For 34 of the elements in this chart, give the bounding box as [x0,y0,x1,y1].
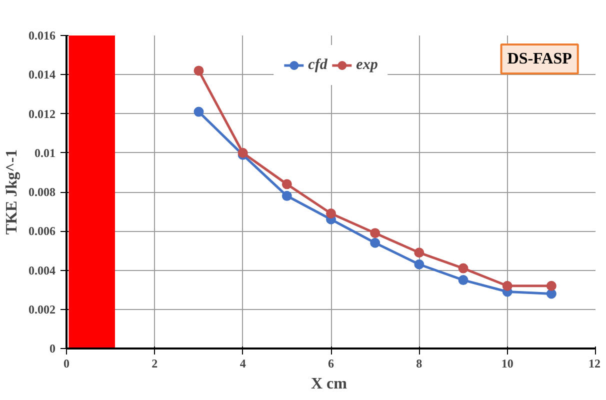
y-axis-title: TKE Jkg^-1 [4,149,20,235]
annotation: DS-FASP [507,50,572,68]
y-tick-label: 0 [50,342,56,356]
y-tick-label: 0.008 [28,185,56,199]
point [458,263,468,274]
point [194,106,204,117]
x-tick-label: 6 [328,356,334,370]
x-tick-label: 0 [64,356,70,370]
y-tick-label: 0.012 [28,106,56,121]
y-tick-label: 0.016 [28,28,56,42]
point [326,208,336,219]
x-tick-label: 10 [501,356,514,370]
point [370,228,380,238]
point [282,179,292,190]
point [502,280,512,291]
legend-label: cfd [308,56,328,74]
x-tick-label: 8 [416,356,422,370]
y-tick-label: 0.014 [28,68,56,82]
point [282,190,292,201]
y-tick-label: 0.01 [34,146,56,160]
y-tick-label: 0.002 [28,302,56,316]
point [370,238,380,248]
legend-label: exp [356,56,378,74]
point [458,275,468,286]
point [546,280,556,291]
x-axis-title: X cm [311,376,348,392]
point [414,248,424,258]
y-tick-label: 0.006 [28,224,56,238]
y-tick-label: 0.004 [28,263,56,278]
x-tick-label: 4 [240,356,246,370]
point [194,66,204,76]
x-tick-label: 12 [588,356,600,370]
x-tick-label: 2 [152,356,158,370]
point [414,259,424,270]
